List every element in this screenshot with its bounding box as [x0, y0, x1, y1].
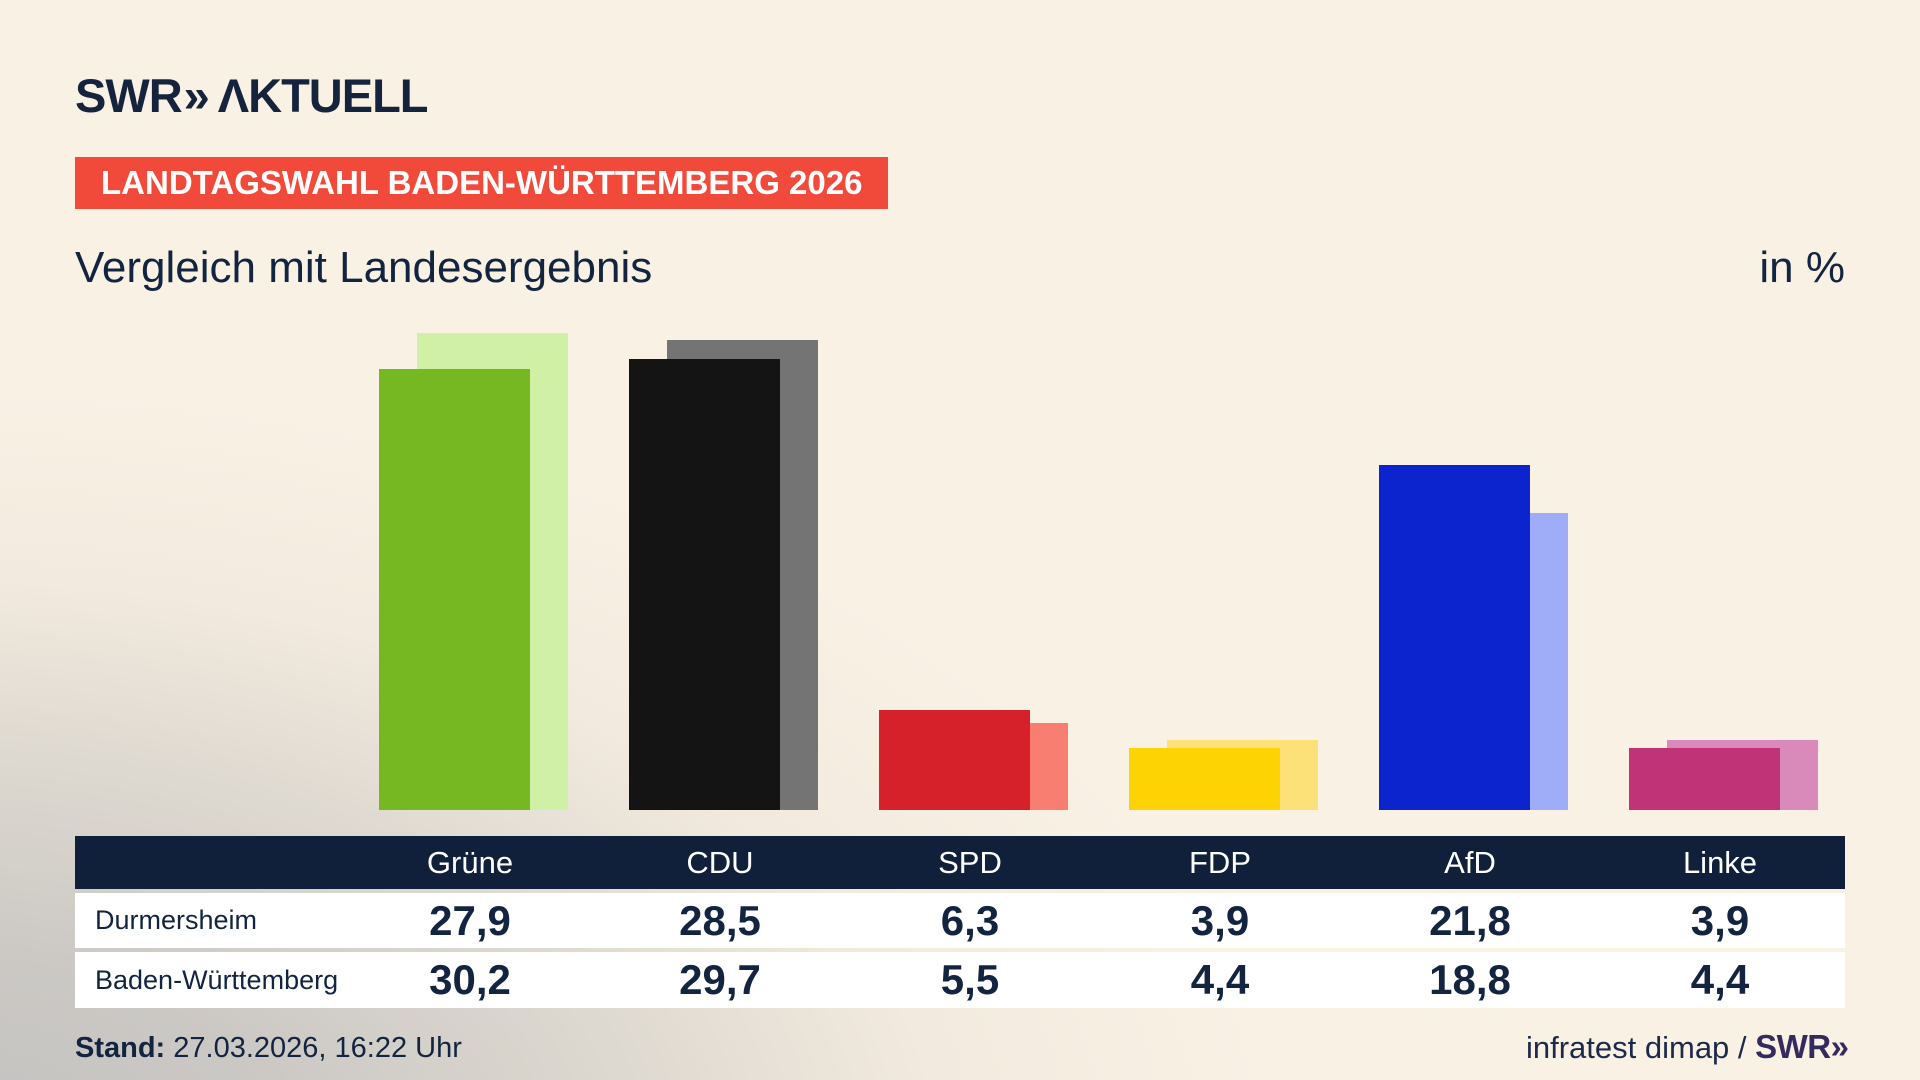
unit-label: in %: [1759, 243, 1845, 292]
stand-value: 27.03.2026, 16:22 Uhr: [165, 1032, 462, 1064]
bar-front-spd: [879, 710, 1030, 810]
logo-suffix-text: ΛKTUELL: [217, 69, 429, 122]
bar-front-fdp: [1129, 748, 1280, 810]
source-text: infratest dimap /: [1525, 1030, 1756, 1065]
bar-front-cdu: [629, 359, 780, 810]
brand-text: SWR: [1755, 1028, 1831, 1065]
table-row-durmersheim: Durmersheim 27,9 28,5 6,3 3,9 21,8 3,9: [75, 893, 1845, 948]
logo-brand-text: SWR: [75, 69, 183, 122]
bar-front-linke: [1629, 748, 1780, 810]
election-badge: LANDTAGSWAHL BADEN-WÜRTTEMBERG 2026: [75, 157, 889, 209]
stand-line: Stand: 27.03.2026, 16:22 Uhr: [75, 1032, 462, 1065]
value-bw-cdu: 29,7: [679, 956, 761, 1003]
bar-front-afd: [1379, 465, 1530, 810]
title-row: Vergleich mit Landesergebnis in %: [75, 243, 1845, 299]
swr-aktuell-logo: SWR» ΛKTUELL: [75, 68, 429, 123]
swr-brand-mark: SWR»: [1755, 1028, 1849, 1065]
row-label-badenwuerttemberg: Baden-Württemberg: [95, 964, 339, 995]
value-durmersheim-afd: 21,8: [1429, 896, 1511, 944]
row-label-durmersheim: Durmersheim: [95, 905, 258, 935]
page-title: Vergleich mit Landesergebnis: [75, 243, 653, 292]
corner-cell: [75, 836, 345, 889]
value-bw-spd: 5,5: [940, 956, 1000, 1003]
table-row-badenwuerttemberg: Baden-Württemberg 30,2 29,7 5,5 4,4 18,8…: [75, 952, 1845, 1008]
column-header-cdu: CDU: [686, 844, 754, 880]
column-header-spd: SPD: [938, 844, 1002, 880]
brand-chevrons-icon: »: [1830, 1028, 1849, 1065]
stand-label: Stand:: [75, 1032, 166, 1064]
column-header-afd: AfD: [1444, 844, 1496, 880]
table-header-row: Grüne CDU SPD FDP AfD Linke: [75, 836, 1845, 889]
source-credit: infratest dimap / SWR»: [1525, 1028, 1849, 1066]
value-durmersheim-gruene: 27,9: [429, 896, 511, 944]
column-header-fdp: FDP: [1189, 844, 1251, 880]
value-bw-linke: 4,4: [1690, 956, 1750, 1003]
value-durmersheim-cdu: 28,5: [679, 896, 761, 944]
bar-front-gruene: [379, 369, 530, 810]
value-bw-gruene: 30,2: [429, 956, 511, 1003]
value-bw-afd: 18,8: [1429, 956, 1511, 1003]
value-durmersheim-linke: 3,9: [1690, 896, 1750, 944]
column-header-linke: Linke: [1682, 844, 1758, 880]
column-header-gruene: Grüne: [426, 844, 514, 880]
value-bw-fdp: 4,4: [1190, 956, 1250, 1003]
value-durmersheim-fdp: 3,9: [1190, 896, 1250, 944]
value-durmersheim-spd: 6,3: [940, 896, 1000, 944]
